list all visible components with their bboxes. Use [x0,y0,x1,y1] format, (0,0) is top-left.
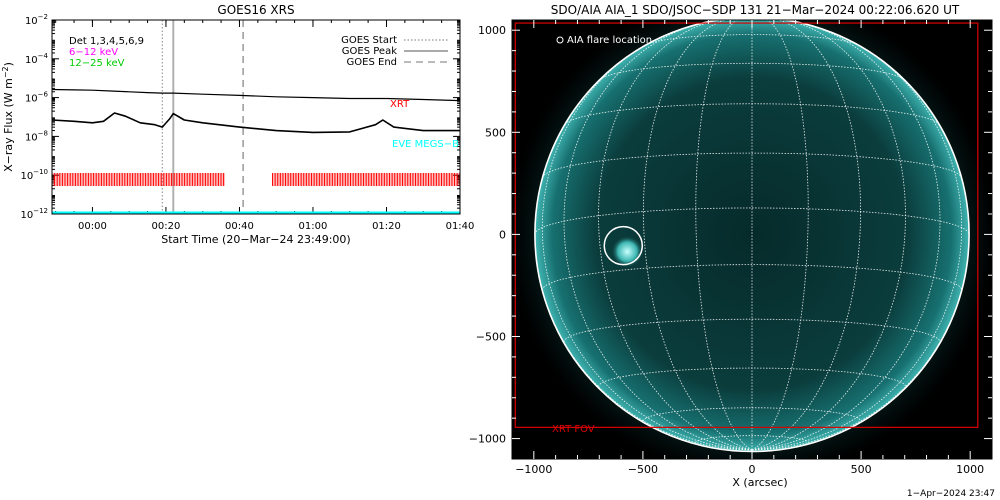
x-axis-label: Start Time (20−Mar−24 23:49:00) [161,233,350,246]
y-tick-label: 10−12 [20,207,48,221]
x-tick-label: 00:40 [225,221,254,232]
x-tick-label: 01:00 [299,221,328,232]
legend-circle-icon [556,36,564,44]
x-tick-label: 01:20 [372,221,401,232]
image-y-tick-labels: −1000 −500 0 500 1000 [469,24,506,445]
x-tick-label: 00:20 [152,221,181,232]
longitude-line [643,20,753,451]
y-tick-label: 10−2 [25,13,48,27]
image-y-tick-label: −1000 [469,433,506,446]
longitude-line [598,20,753,451]
flux-series [52,88,460,134]
longitude-line [751,21,941,451]
legend-goes-peak-label: GOES Peak [342,46,397,57]
y-tick-label: 10−4 [25,52,49,66]
latitude-line [599,62,905,80]
image-y-tick-label: 500 [485,126,506,139]
x-tick-label: 00:00 [78,221,107,232]
xrt-coverage [52,173,460,186]
image-x-tick-labels: −1000 −500 0 500 1000 [515,463,984,476]
detector-label: Det 1,3,4,5,6,9 [69,36,144,47]
plot-frame [51,19,461,215]
y-tick-labels: 10−12 10−10 10−8 10−6 10−4 10−2 [20,13,48,221]
longitude-line [751,20,809,451]
goes-xrs-panel: GOES16 XRS X−ray Flux (W m−2) Start Time… [1,3,474,246]
latitude-line [563,318,941,343]
legend-goes-start-label: GOES Start [341,35,397,46]
latitude-line [643,407,861,421]
flux-series-line [52,112,460,134]
longitude-line [563,21,753,451]
goes-markers [161,20,244,214]
longitude-line [541,37,753,451]
flux-series-line [52,88,460,102]
longitude-line [751,20,861,451]
latitude-line [542,152,962,178]
x-tick-label: 01:40 [446,221,475,232]
image-title: SDO/AIA AIA_1 SDO/JSOC−SDP 131 21−Mar−20… [551,3,960,17]
eve-megs-b-label: EVE MEGS−B [392,139,459,150]
image-axis-ticks [512,20,992,459]
image-x-tick-label: 500 [851,463,872,476]
y-tick-label: 10−6 [25,91,49,105]
image-y-tick-label: 1000 [478,24,506,37]
image-x-tick-label: −500 [628,463,658,476]
xrt-fov-box [514,22,979,428]
flare-location-legend: AIA flare location [556,35,652,46]
image-x-axis-label: X (arcsec) [732,476,787,489]
band-12-25-kev-label: 12−25 keV [69,58,125,69]
legend-flare-location-label: AIA flare location [567,35,652,46]
longitude-line [695,20,753,451]
legend-goes-end-label: GOES End [347,57,397,68]
xrt-fov-label: XRT FOV [552,424,595,435]
longitude-line [751,20,906,451]
aia-image-panel: SDO/AIA AIA_1 SDO/JSOC−SDP 131 21−Mar−20… [469,3,993,489]
band-6-12-kev-label: 6−12 keV [69,47,118,58]
image-x-tick-label: 1000 [956,463,984,476]
longitude-line [751,37,963,451]
xrt-label: XRT [390,99,410,110]
latitude-line [695,435,809,443]
chart-title: GOES16 XRS [217,3,294,17]
flare-location-circle [603,225,644,266]
image-x-tick-label: 0 [749,463,756,476]
image-x-tick-label: −1000 [515,463,552,476]
footer-timestamp: 1−Apr−2024 23:47 [907,489,995,499]
image-y-tick-label: 0 [499,228,506,241]
x-tick-labels: 00:00 00:20 00:40 01:00 01:20 01:40 [78,221,474,232]
y-tick-label: 10−8 [25,129,48,143]
image-y-tick-label: −500 [476,330,506,343]
marker-legend: GOES Start GOES Peak GOES End [341,35,448,68]
y-axis-label: X−ray Flux (W m−2) [1,62,15,172]
y-tick-label: 10−10 [20,168,48,182]
